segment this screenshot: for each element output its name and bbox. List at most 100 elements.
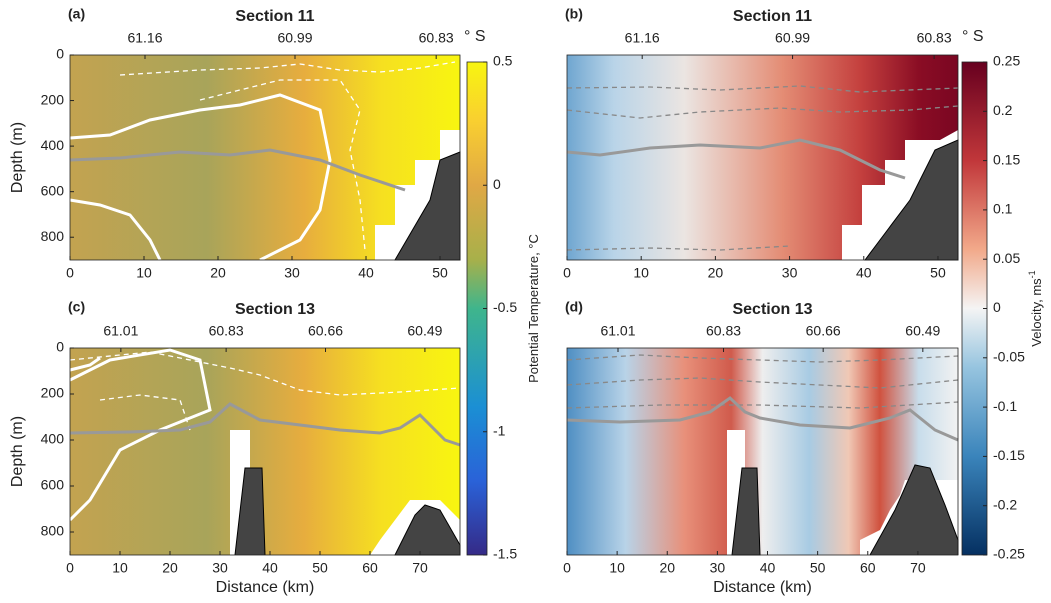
x-tick-label: 30 xyxy=(284,265,300,281)
panel-title: Section 11 xyxy=(733,8,812,25)
x2-tick-label: 60.99 xyxy=(775,30,810,46)
isopycnal xyxy=(69,402,461,447)
x2-tick-label: 60.83 xyxy=(917,30,952,46)
x2-tick-label: 60.99 xyxy=(277,30,312,46)
x-axis-label: Distance (km) xyxy=(216,579,315,596)
x-axis-label: Distance (km) xyxy=(713,579,812,596)
contour-line xyxy=(69,356,101,372)
x-tick-label: 70 xyxy=(412,560,428,576)
x2-tick-label: 60.83 xyxy=(419,30,454,46)
x-tick-label: 30 xyxy=(212,560,228,576)
colorbar-tick-label: 0.2 xyxy=(993,102,1013,118)
x-tick-label: 50 xyxy=(930,265,946,281)
x2-tick-label: 60.49 xyxy=(905,323,940,339)
axes-frame xyxy=(566,347,959,556)
colorbar-tick-label: -1 xyxy=(493,422,506,438)
panel: 0 10 20 30 40 50 60 70 0 200 400 600 800 61.01 60.83 60… xyxy=(9,299,461,596)
x-tick-label: 70 xyxy=(910,560,926,576)
panel-label: (a) xyxy=(68,6,85,22)
colorbar-label-sup: -1 xyxy=(1027,270,1037,278)
contour-dashed xyxy=(566,85,959,93)
y-tick-label: 400 xyxy=(41,431,65,447)
x-tick-label: 40 xyxy=(856,265,872,281)
colorbar-tick-label: -1.5 xyxy=(493,546,517,562)
colorbar-tick-label: 0.15 xyxy=(993,151,1020,167)
x-tick-label: 30 xyxy=(782,265,798,281)
contour-dashed xyxy=(566,354,959,363)
x-tick-label: 20 xyxy=(162,560,178,576)
x-tick-label: 40 xyxy=(358,265,374,281)
colorbar-tick-label: -0.2 xyxy=(993,496,1017,512)
x2-unit: ° S xyxy=(962,28,984,45)
axes-frame xyxy=(566,54,959,261)
x-tick-label: 60 xyxy=(860,560,876,576)
panel: 0 10 20 30 40 50 60 70 61.01 60.83 60.66 60.49 Secti… xyxy=(563,299,959,596)
x-tick-label: 40 xyxy=(760,560,776,576)
y-tick-label: 0 xyxy=(56,339,64,355)
contour-dashed xyxy=(119,61,456,76)
x-tick-label: 0 xyxy=(563,560,571,576)
panel: 0 10 20 30 40 50 61.16 60.99 60.83 ° S Section 11 (… xyxy=(563,6,983,281)
x-tick-label: 0 xyxy=(66,265,74,281)
colorbar-tick-label: 0.5 xyxy=(493,53,513,69)
x2-tick-label: 61.01 xyxy=(103,323,138,339)
y-tick-label: 0 xyxy=(56,46,64,62)
y-tick-label: 200 xyxy=(41,385,65,401)
x-tick-label: 50 xyxy=(810,560,826,576)
contour-dashed xyxy=(566,377,959,389)
x-tick-label: 50 xyxy=(312,560,328,576)
contour-dashed xyxy=(566,105,959,119)
y-tick-label: 200 xyxy=(41,91,65,107)
isopycnal xyxy=(566,396,959,442)
colorbar: 0.25 0.2 0.15 0.1 0.05 0 -0.05 -0.1 -0.15 -0.2 -0.… xyxy=(961,53,1044,562)
colorbar-tick-label: 0 xyxy=(493,176,501,192)
colorbar-tick-label: 0 xyxy=(993,299,1001,315)
panel-title: Section 13 xyxy=(235,301,315,318)
axes-frame xyxy=(69,347,461,556)
x-tick-label: 0 xyxy=(563,265,571,281)
isopycnal xyxy=(566,138,906,180)
y-tick-label: 800 xyxy=(41,523,65,539)
colorbar-label-text: Velocity, ms xyxy=(1029,278,1044,347)
y-tick-label: 400 xyxy=(41,137,65,153)
contour-dashed xyxy=(566,245,791,251)
x2-tick-label: 60.66 xyxy=(308,323,343,339)
x2-tick-label: 60.49 xyxy=(407,323,442,339)
colorbar-tick-label: 0.1 xyxy=(993,201,1013,217)
contour-line xyxy=(69,198,162,261)
y-tick-label: 800 xyxy=(41,228,65,244)
contour-line xyxy=(68,348,212,522)
x-tick-label: 10 xyxy=(633,265,649,281)
colorbar-tick-label: -0.25 xyxy=(993,546,1025,562)
panel-label: (b) xyxy=(565,6,583,22)
panel-label: (c) xyxy=(68,299,85,315)
x-tick-label: 50 xyxy=(432,265,448,281)
x2-tick-label: 60.83 xyxy=(209,323,244,339)
y-axis-label: Depth (m) xyxy=(9,122,26,193)
x-tick-label: 10 xyxy=(609,560,625,576)
x-tick-label: 10 xyxy=(136,265,152,281)
mask xyxy=(230,430,460,555)
x-tick-label: 0 xyxy=(66,560,74,576)
x2-tick-label: 61.16 xyxy=(127,30,162,46)
colorbar-tick-label: 0.25 xyxy=(993,53,1020,69)
contour-dashed xyxy=(69,351,461,396)
colorbar-tick-label: -0.1 xyxy=(993,398,1017,414)
colorbar-tick-label: -0.05 xyxy=(993,349,1025,365)
x2-tick-label: 60.66 xyxy=(806,323,841,339)
y-axis-label: Depth (m) xyxy=(9,416,26,487)
isopycnal xyxy=(69,148,406,192)
y-tick-label: 600 xyxy=(41,477,65,493)
x2-tick-label: 61.16 xyxy=(625,30,660,46)
colorbar-label: Potential Temperature, °C xyxy=(526,234,541,383)
panel-title: Section 11 xyxy=(235,8,314,25)
colorbar: 0.5 0 -0.5 -1 -1.5 Potential Temperature, °C xyxy=(466,53,541,562)
colorbar-tick-label: -0.15 xyxy=(993,447,1025,463)
colorbar-scale xyxy=(961,61,988,556)
contour-dashed xyxy=(99,394,191,431)
x2-unit: ° S xyxy=(464,28,486,45)
x-tick-label: 20 xyxy=(659,560,675,576)
x2-tick-label: 60.83 xyxy=(706,323,741,339)
colorbar-tick-label: 0.05 xyxy=(993,250,1020,266)
